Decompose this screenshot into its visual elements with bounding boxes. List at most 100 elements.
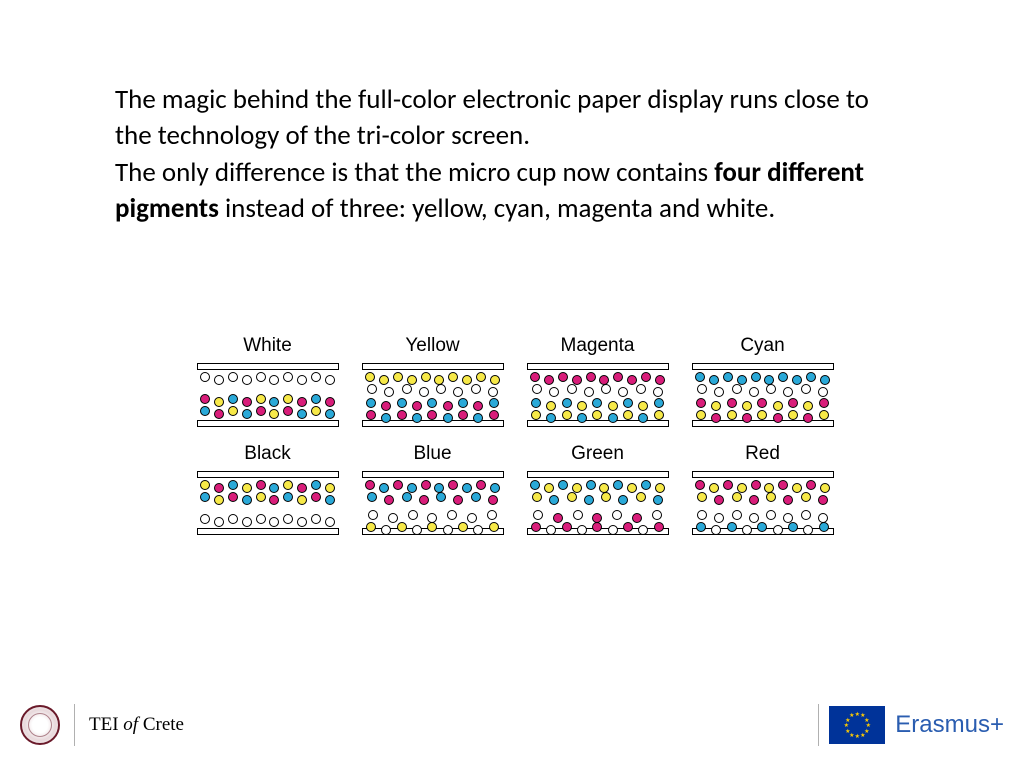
pigment-dot xyxy=(379,375,389,385)
pigment-dot xyxy=(242,517,252,527)
pigment-dot xyxy=(476,480,486,490)
pigment-dot xyxy=(742,525,752,535)
pigment-dot xyxy=(367,492,377,502)
pigment-dot xyxy=(608,525,618,535)
pigment-dot xyxy=(723,372,733,382)
pigment-dot xyxy=(608,401,618,411)
pigment-dot xyxy=(757,410,767,420)
pigment-dot xyxy=(487,510,497,520)
pigment-dot xyxy=(421,480,431,490)
pigment-dot xyxy=(283,406,293,416)
pigment-dot xyxy=(697,384,707,394)
top-electrode xyxy=(197,471,339,478)
pigment-dot xyxy=(214,495,224,505)
eu-flag-icon: ★★★★★★★★★★★★ xyxy=(829,706,885,744)
pigment-dot xyxy=(531,398,541,408)
tei-b: Crete xyxy=(138,714,184,735)
cell-label: Magenta xyxy=(561,335,635,357)
pigment-dot xyxy=(788,410,798,420)
pigment-dot xyxy=(269,397,279,407)
pigment-dot xyxy=(584,387,594,397)
particle-zone xyxy=(362,370,504,420)
pigment-dot xyxy=(393,480,403,490)
pigment-dot xyxy=(488,387,498,397)
pigment-dot xyxy=(819,410,829,420)
pigment-dot xyxy=(727,410,737,420)
pigment-dot xyxy=(421,372,431,382)
pigment-dot xyxy=(757,522,767,532)
particle-zone xyxy=(692,370,834,420)
tei-of: of xyxy=(123,714,138,735)
pigment-dot xyxy=(820,375,830,385)
pigment-dot xyxy=(476,372,486,382)
pigment-dot xyxy=(419,387,429,397)
top-electrode xyxy=(362,363,504,370)
pigment-dot xyxy=(773,413,783,423)
pigment-dot xyxy=(443,525,453,535)
particle-zone xyxy=(527,478,669,528)
pigment-dot xyxy=(612,510,622,520)
microcup-cell: Black xyxy=(195,443,340,535)
pigment-dot xyxy=(368,510,378,520)
top-electrode xyxy=(692,363,834,370)
microcup xyxy=(527,471,669,535)
pigment-dot xyxy=(311,514,321,524)
eu-star-icon: ★ xyxy=(860,732,865,738)
pigment-dot xyxy=(200,372,210,382)
pigment-dot xyxy=(256,372,266,382)
erasmus-label: Erasmus+ xyxy=(895,711,1004,739)
pigment-dot xyxy=(654,410,664,420)
pigment-dot xyxy=(792,375,802,385)
pigment-dot xyxy=(697,510,707,520)
pigment-dot xyxy=(366,398,376,408)
top-electrode xyxy=(692,471,834,478)
pigment-dot xyxy=(533,510,543,520)
pigment-dot xyxy=(388,513,398,523)
pigment-dot xyxy=(458,410,468,420)
pigment-dot xyxy=(641,372,651,382)
pigment-dot xyxy=(228,492,238,502)
pigment-dot xyxy=(412,413,422,423)
pigment-dot xyxy=(447,510,457,520)
pigment-dot xyxy=(311,372,321,382)
pigment-dot xyxy=(618,495,628,505)
pigment-dot xyxy=(381,401,391,411)
pigment-dot xyxy=(638,401,648,411)
pigment-dot xyxy=(242,375,252,385)
pigment-dot xyxy=(214,517,224,527)
pigment-dot xyxy=(778,372,788,382)
pigment-dot xyxy=(256,406,266,416)
pigment-dot xyxy=(471,492,481,502)
pigment-dot xyxy=(567,384,577,394)
particle-zone xyxy=(197,370,339,420)
pigment-dot xyxy=(819,522,829,532)
pigment-dot xyxy=(427,410,437,420)
pigment-dot xyxy=(727,398,737,408)
pigment-dot xyxy=(709,375,719,385)
pigment-dot xyxy=(473,401,483,411)
pigment-dot xyxy=(200,480,210,490)
pigment-dot xyxy=(803,401,813,411)
pigment-dot xyxy=(623,410,633,420)
pigment-dot xyxy=(397,398,407,408)
pigment-dot xyxy=(402,492,412,502)
footer-divider xyxy=(74,704,75,746)
p2-part-a: The only difference is that the micro cu… xyxy=(115,156,714,189)
pigment-dot xyxy=(531,410,541,420)
pigment-dot xyxy=(228,514,238,524)
pigment-dot xyxy=(458,522,468,532)
pigment-dot xyxy=(436,384,446,394)
pigment-dot xyxy=(531,522,541,532)
pigment-dot xyxy=(653,387,663,397)
footer-divider-right xyxy=(818,704,819,746)
pigment-dot xyxy=(256,480,266,490)
pigment-dot xyxy=(567,492,577,502)
pigment-dot xyxy=(711,401,721,411)
pigment-dot xyxy=(773,401,783,411)
pigment-dot xyxy=(727,522,737,532)
microcup xyxy=(197,363,339,427)
pigment-dot xyxy=(242,495,252,505)
pigment-dot xyxy=(818,495,828,505)
pigment-dot xyxy=(242,397,252,407)
pigment-dot xyxy=(325,517,335,527)
